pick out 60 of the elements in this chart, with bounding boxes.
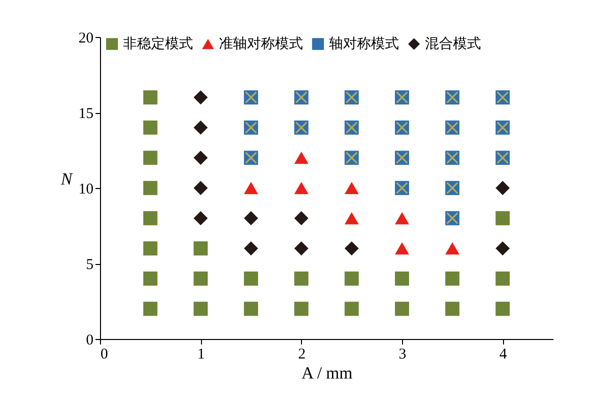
point <box>294 152 308 164</box>
x-tick-label: 3 <box>398 346 406 362</box>
point <box>143 272 158 286</box>
y-tick-label: 15 <box>78 106 94 122</box>
point <box>445 242 460 255</box>
point <box>294 182 308 194</box>
point <box>194 272 208 286</box>
point <box>194 90 208 104</box>
point <box>294 211 308 226</box>
x-tick-label: 1 <box>197 346 205 362</box>
point <box>194 150 208 165</box>
point <box>194 241 208 256</box>
point <box>344 212 359 224</box>
point <box>445 272 460 286</box>
point <box>244 272 258 286</box>
y-tick-label: 5 <box>86 257 94 273</box>
point <box>496 272 510 286</box>
point <box>294 241 308 256</box>
legend-label: 准轴对称模式 <box>219 36 303 52</box>
x-tick-label: 0 <box>100 346 108 362</box>
point <box>143 180 158 196</box>
point <box>143 241 158 256</box>
point <box>496 241 510 256</box>
point <box>143 120 158 135</box>
point <box>143 302 158 316</box>
point <box>244 241 258 256</box>
point <box>496 302 510 316</box>
point <box>294 272 308 286</box>
x-tick-label: 4 <box>499 346 508 362</box>
x-tick-label: 2 <box>298 346 306 362</box>
y-tick-label: 20 <box>78 30 94 46</box>
point <box>344 241 359 256</box>
y-tick-label: 10 <box>78 182 94 198</box>
point <box>143 90 158 104</box>
point <box>244 182 258 194</box>
point <box>143 150 158 165</box>
point <box>344 302 359 316</box>
point <box>445 302 460 316</box>
point <box>394 272 410 286</box>
point <box>344 272 359 286</box>
point <box>194 302 208 316</box>
point <box>244 302 258 316</box>
point <box>394 212 410 224</box>
legend-label: 轴对称模式 <box>329 36 399 52</box>
point <box>344 182 359 194</box>
legend-label: 混合模式 <box>425 36 481 52</box>
point <box>194 120 208 135</box>
point <box>194 180 208 196</box>
point <box>143 211 158 226</box>
y-axis-title: N <box>60 170 74 188</box>
point <box>244 211 258 226</box>
point <box>394 302 410 316</box>
point <box>394 242 410 255</box>
legend-label: 非稳定模式 <box>123 36 193 52</box>
point <box>496 211 510 226</box>
point <box>194 211 208 226</box>
point <box>496 180 510 196</box>
y-tick-label: 0 <box>86 332 94 348</box>
point <box>294 302 308 316</box>
x-axis-title: A / mm <box>301 364 353 382</box>
